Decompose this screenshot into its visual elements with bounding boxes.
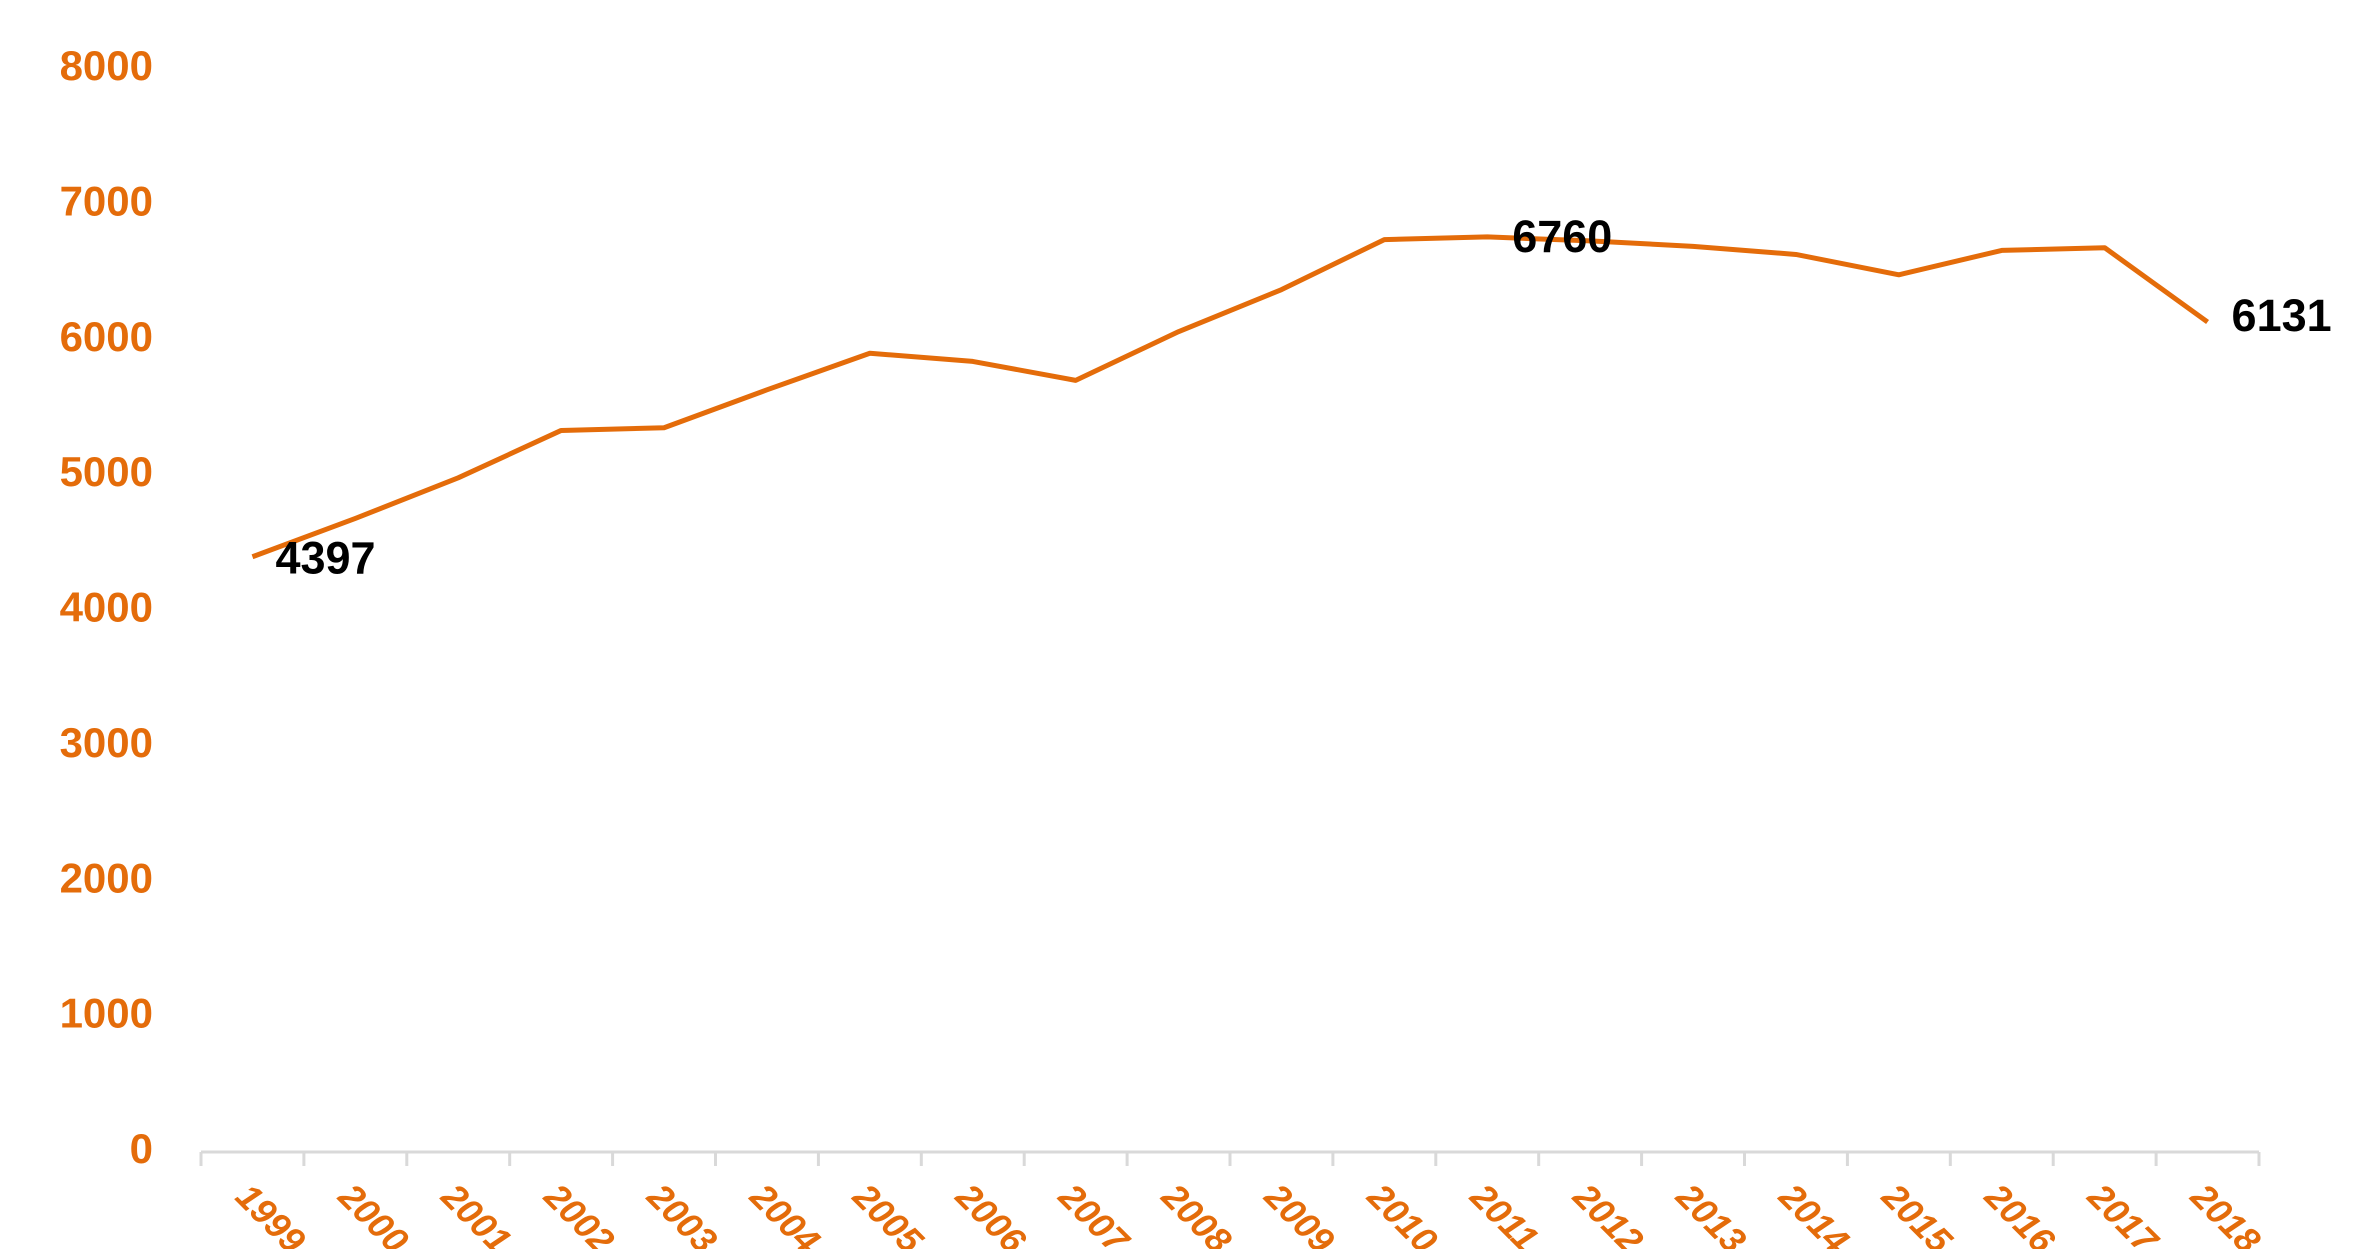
x-tick-label: 2014 [1771,1175,1857,1249]
x-tick-label: 2015 [1874,1175,1961,1249]
y-tick-label: 0 [130,1125,153,1172]
x-tick-label: 2006 [948,1175,1035,1249]
y-tick-label: 8000 [60,42,153,89]
line-series [251,234,2210,560]
x-tick-label: 2004 [742,1175,828,1249]
y-tick-label: 4000 [60,584,153,631]
x-tick-label: 2008 [1153,1175,1239,1249]
y-tick-label: 2000 [60,854,153,901]
x-tick-label: 2016 [1977,1175,2064,1249]
data-label: 6131 [2232,290,2332,341]
x-tick-label: 2012 [1565,1175,1651,1249]
x-tick-label: 2011 [1462,1175,1546,1249]
x-tick-label: 1999 [228,1175,314,1249]
x-tick-label: 2010 [1359,1175,1445,1249]
x-tick-label: 2018 [2182,1175,2268,1249]
data-label: 6760 [1512,211,1612,262]
x-tick-label: 2000 [330,1175,416,1249]
y-tick-label: 3000 [60,719,153,766]
x-tick-label: 2013 [1668,1175,1754,1249]
x-tick-label: 2001 [433,1175,519,1249]
x-tick-label: 2017 [2080,1175,2168,1249]
x-tick-label: 2009 [1256,1175,1342,1249]
y-tick-label: 1000 [60,990,153,1037]
x-tick-label: 2003 [639,1175,725,1249]
x-tick-label: 2005 [845,1175,932,1249]
y-tick-label: 7000 [60,177,153,224]
data-label: 4397 [275,533,375,584]
y-tick-label: 5000 [60,448,153,495]
y-tick-label: 6000 [60,313,153,360]
x-tick-label: 2007 [1051,1175,1139,1249]
x-tick-label: 2002 [536,1175,622,1249]
